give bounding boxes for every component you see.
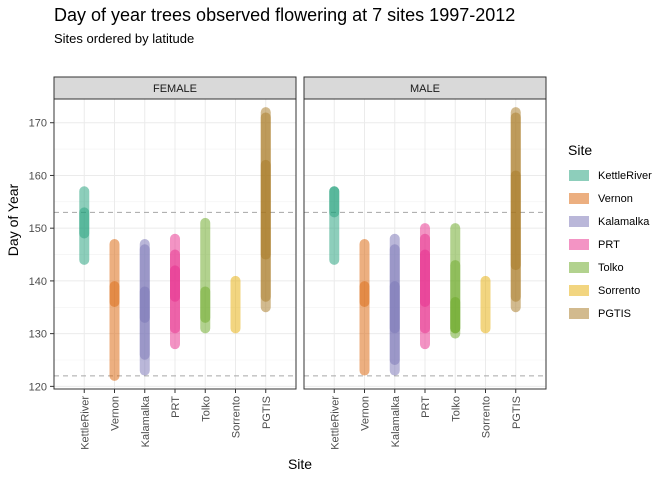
legend-label: PRT bbox=[598, 239, 620, 251]
facet-label: FEMALE bbox=[153, 83, 197, 95]
legend-key bbox=[569, 262, 589, 273]
x-tick-label: Tolko bbox=[450, 396, 462, 422]
x-tick-label: KettleRiver bbox=[329, 396, 341, 450]
legend-key bbox=[569, 193, 589, 204]
legend-label: Vernon bbox=[598, 193, 633, 205]
x-tick-label: PRT bbox=[420, 396, 432, 418]
panel-male: MALE bbox=[303, 76, 547, 390]
x-tick-label: Sorrento bbox=[481, 396, 493, 438]
legend-label: Sorrento bbox=[598, 285, 640, 297]
y-tick-label: 160 bbox=[29, 170, 47, 182]
legend-label: Kalamalka bbox=[598, 216, 650, 228]
y-axis: 120 130 140 150 160 170 bbox=[29, 118, 54, 393]
legend-key bbox=[569, 285, 589, 296]
y-tick-label: 150 bbox=[29, 223, 47, 235]
legend-label: KettleRiver bbox=[598, 170, 652, 182]
facet-panels: FEMALE MALE bbox=[53, 76, 547, 390]
legend-key bbox=[569, 170, 589, 181]
legend-key bbox=[569, 308, 589, 319]
x-tick-label: Sorrento bbox=[231, 396, 243, 438]
panel-female: FEMALE bbox=[53, 76, 297, 390]
facet-label: MALE bbox=[410, 83, 440, 95]
legend-key bbox=[569, 216, 589, 227]
x-tick-label: PRT bbox=[170, 396, 182, 418]
y-tick-label: 130 bbox=[29, 329, 47, 341]
legend-title: Site bbox=[568, 142, 592, 158]
x-axis: KettleRiver Vernon Kalamalka PRT Tolko Sorren… bbox=[79, 389, 523, 450]
legend-label: PGTIS bbox=[598, 308, 631, 320]
y-tick-label: 140 bbox=[29, 276, 47, 288]
x-tick-label: PGTIS bbox=[511, 396, 523, 429]
x-tick-label: Vernon bbox=[110, 396, 122, 431]
chart-title: Day of year trees observed flowering at … bbox=[54, 5, 515, 25]
legend-key bbox=[569, 239, 589, 250]
x-tick-label: Tolko bbox=[200, 396, 212, 422]
y-tick-label: 120 bbox=[29, 381, 47, 393]
chart-subtitle: Sites ordered by latitude bbox=[54, 31, 194, 46]
x-tick-label: Kalamalka bbox=[140, 395, 152, 447]
y-axis-title: Day of Year bbox=[5, 183, 21, 256]
x-axis-title: Site bbox=[288, 456, 312, 472]
legend: Site KettleRiver Vernon Kalamalka PRT Tolko S… bbox=[568, 142, 652, 320]
x-tick-label: KettleRiver bbox=[79, 396, 91, 450]
legend-label: Tolko bbox=[598, 262, 624, 274]
x-tick-label: Kalamalka bbox=[390, 395, 402, 447]
y-tick-label: 170 bbox=[29, 118, 47, 130]
x-tick-label: PGTIS bbox=[261, 396, 273, 429]
x-tick-label: Vernon bbox=[360, 396, 372, 431]
